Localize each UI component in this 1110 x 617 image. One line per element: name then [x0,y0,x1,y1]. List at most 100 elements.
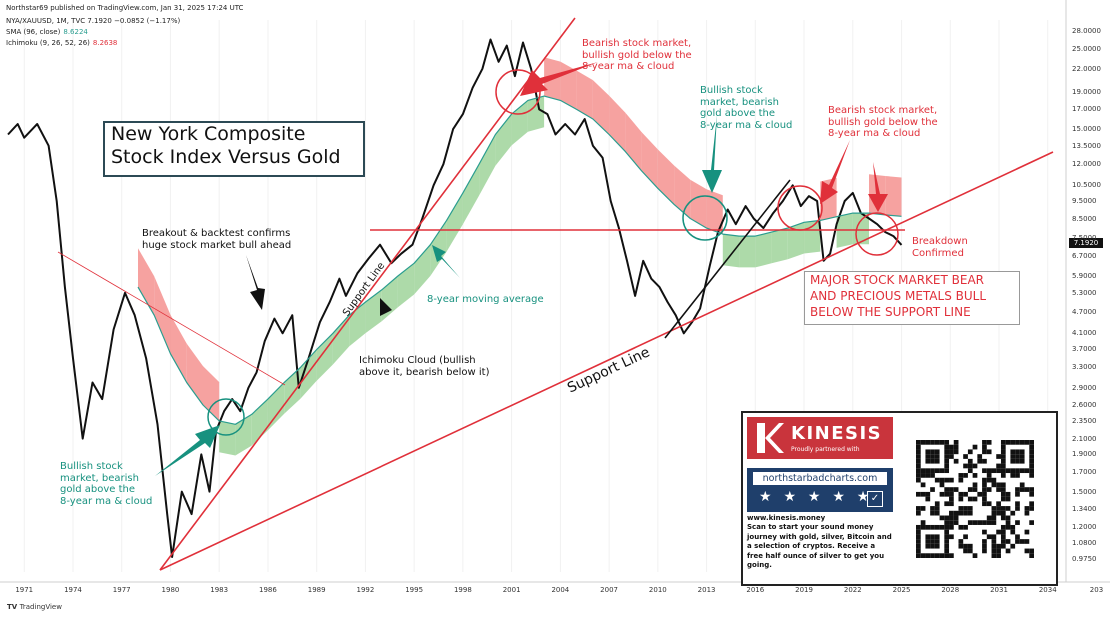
cloud-bull-segment [804,220,821,254]
annotation-line: 8-year ma & cloud [60,495,153,507]
tradingview-logo[interactable]: 𝗧𝗩 TradingView [7,603,62,611]
cloud-bull-segment [300,349,317,399]
x-tick-label: 2019 [795,586,813,594]
cloud-bear-segment [657,149,675,205]
chart-title-line-2: Stock Index Versus Gold [111,145,341,168]
cloud-bear-segment [154,276,171,354]
x-tick-label: 2010 [648,586,667,594]
bear-callout-line: MAJOR STOCK MARKET BEAR [810,273,985,287]
annotation-line: gold above the [60,484,136,495]
arrow-bear-top [520,62,598,96]
x-tick-label: 2031 [990,586,1008,594]
cloud-annotation: Ichimoku Cloud (bullish above it, bearis… [359,355,490,378]
annotation-line: Bearish stock market, [828,105,938,116]
y-tick-label: 4.7000 [1072,307,1097,316]
cloud-bull-segment [462,164,480,225]
sma-legend[interactable]: SMA (96, close) 8.6224 [6,28,91,36]
y-tick-label: 1.9000 [1072,450,1097,459]
bearish-right-annotation: Bearish stock market, bullish gold below… [828,105,938,140]
y-tick-label: 13.5000 [1072,141,1101,150]
breakdown-annotation: Breakdown Confirmed [912,236,968,259]
x-tick-label: 1983 [210,586,229,594]
annotation-line: 8-year ma & cloud [582,61,675,72]
cloud-bull-segment [495,114,512,166]
cloud-bear-segment [203,366,220,421]
arrow-cloud [380,298,405,352]
y-tick-label: 9.5000 [1072,197,1097,206]
bull-circle-1984 [207,398,245,436]
qr-panel[interactable] [897,411,1058,586]
cloud-bull-segment [365,289,382,334]
kinesis-brand: KINESIS [791,423,883,444]
cloud-bear-segment [885,176,902,217]
cloud-bear-segment [576,70,593,119]
annotation-line: Bearish stock market, [582,38,692,49]
y-tick-label: 6.7000 [1072,251,1097,260]
sponsor-text-line[interactable]: www.kinesis.money [747,514,826,522]
x-tick-label: 1992 [356,586,375,594]
qr-code-icon[interactable] [916,440,1034,558]
sponsor-text-line: a selection of cryptos. Receive a [747,542,876,551]
y-tick-label: 22.0000 [1072,64,1101,73]
northstar-badge[interactable]: northstarbadcharts.com ★ ★ ★ ★ ★ ✓ [747,468,893,512]
x-tick-label: 2028 [941,586,960,594]
x-tick-label: 2013 [697,586,716,594]
annotation-line: 8-year ma & cloud [700,119,793,131]
annotation-line: 8-year ma & cloud [828,128,921,139]
bear-circle-2002 [495,69,541,115]
black-trend-line [664,179,791,339]
support-line-main [159,151,1054,571]
x-tick-label: 1974 [64,586,82,594]
annotation-line: market, bearish [700,96,779,108]
cloud-bull-segment [771,228,788,264]
cloud-bull-segment [332,315,350,365]
x-tick-label: 1977 [112,586,131,594]
sponsor-text-line: Scan to start your sound money [747,523,874,532]
bullish-mid-annotation: Bullish stock market, bearish gold above… [700,85,792,131]
y-tick-label: 1.5000 [1072,487,1097,496]
cloud-bull-segment [755,232,772,268]
annotation-line: Breakdown [912,236,968,247]
sponsor-panel[interactable]: KINESIS Proudly partnered with northstar… [741,411,901,586]
y-tick-label: 2.9000 [1072,383,1097,392]
bear-callout-line: AND PRECIOUS METALS BULL [810,289,987,304]
kinesis-logo[interactable]: KINESIS Proudly partnered with [747,417,893,459]
kinesis-k-icon [757,423,784,453]
ichimoku-legend[interactable]: Ichimoku (9, 26, 52, 26) 8.2638 [6,39,120,47]
arrow-breakout [246,255,265,310]
x-tick-label: 2022 [843,586,862,594]
ichimoku-label: Ichimoku (9, 26, 52, 26) [6,39,90,47]
rating-stars: ★ ★ ★ ★ ★ [759,488,874,504]
cloud-bull-segment [316,333,333,381]
cloud-bear-segment [592,80,610,135]
annotation-line: huge stock market bull ahead [142,239,292,251]
cloud-bear-segment [138,248,155,316]
cloud-bear-segment [625,112,642,171]
chart-title-box: New York Composite Stock Index Versus Go… [103,121,365,177]
cloud-bull-segment [430,220,447,276]
cloud-bull-segment [527,96,545,132]
y-tick-label: 1.7000 [1072,467,1097,476]
y-tick-label: 5.9000 [1072,272,1097,280]
cloud-bull-segment [397,263,415,308]
x-tick-label: 1995 [405,586,424,594]
x-tick-label: 1971 [15,586,34,594]
y-tick-label: 3.3000 [1072,363,1097,372]
publisher-line: Northstar69 published on TradingView.com… [6,4,244,12]
bull-circle-2014 [682,195,728,241]
breakdown-circle [855,212,899,256]
check-icon: ✓ [867,491,883,507]
bear-circle-2021 [777,185,823,231]
annotation-line: above it, bearish below it) [359,366,490,378]
northstar-site: northstarbadcharts.com [753,472,887,485]
tv-label: TradingView [19,603,62,611]
y-tick-label: 2.6000 [1072,400,1097,409]
cloud-bull-segment [446,192,463,252]
x-tick-label: 1980 [161,586,180,594]
bullish-left-annotation: Bullish stock market, bearish gold above… [60,461,152,507]
sponsor-text-line: journey with gold, silver, Bitcoin and [747,532,892,541]
y-tick-label: 3.7000 [1072,345,1097,354]
x-tick-label: 1998 [453,586,472,594]
sponsor-text-line: going. [747,561,772,570]
x-tick-label: 2016 [746,586,765,594]
